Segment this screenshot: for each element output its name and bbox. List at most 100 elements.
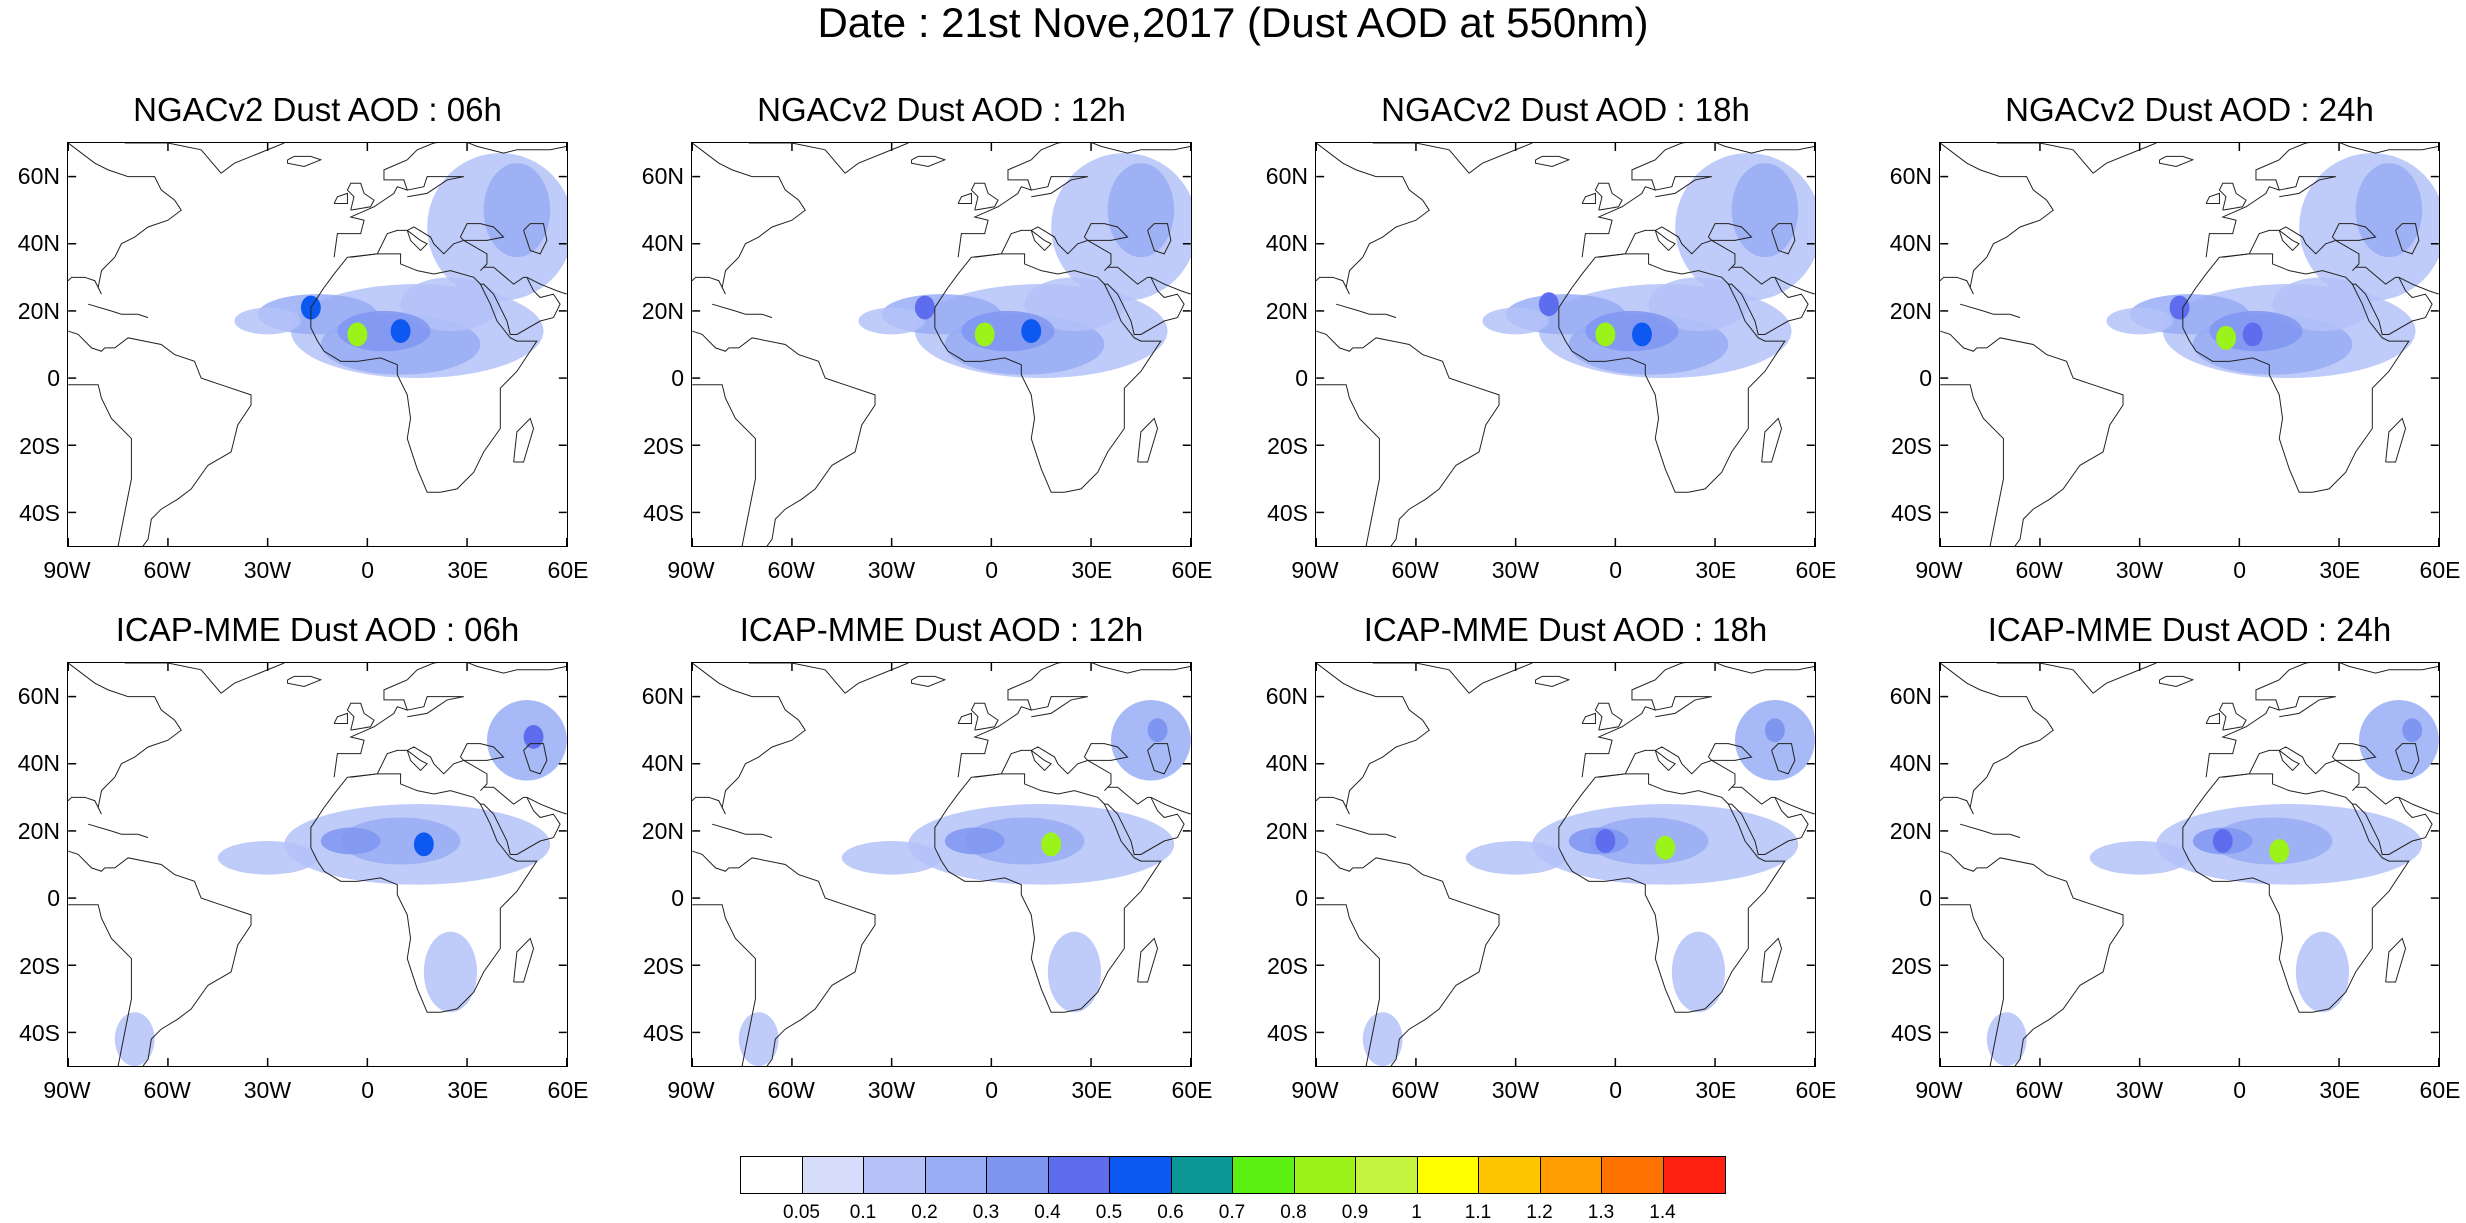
dust-aod-map bbox=[692, 143, 1191, 546]
coastline bbox=[2352, 786, 2433, 855]
coastline bbox=[526, 796, 567, 815]
y-tick-label: 0 bbox=[1919, 365, 1932, 392]
coastline bbox=[2205, 663, 2439, 778]
coastline bbox=[333, 143, 567, 258]
dust-hotspot bbox=[2242, 322, 2263, 347]
x-tick-label: 30E bbox=[1071, 557, 1113, 583]
dust-plume bbox=[1731, 163, 1799, 258]
x-tick-label: 90W bbox=[1915, 557, 1963, 583]
x-tick-label: 60E bbox=[547, 1077, 589, 1103]
coastline bbox=[1655, 696, 1712, 718]
coastline bbox=[2395, 743, 2420, 775]
y-tick-label: 20N bbox=[1265, 817, 1308, 844]
coastline bbox=[970, 702, 999, 731]
coastline bbox=[2385, 417, 2407, 463]
y-tick-label: 40N bbox=[1889, 750, 1932, 777]
x-tick-label: 30E bbox=[447, 557, 489, 583]
dust-hotspot bbox=[1147, 718, 1168, 743]
y-tick-label: 0 bbox=[47, 885, 60, 912]
y-tick-label: 40S bbox=[643, 1020, 684, 1047]
coastline bbox=[1558, 773, 1786, 1013]
x-tick-label: 60W bbox=[1391, 557, 1439, 583]
y-tick-label: 20S bbox=[643, 432, 684, 459]
coastline bbox=[957, 712, 972, 724]
x-tick-label: 30E bbox=[447, 1077, 489, 1103]
panel-title: NGACv2 Dust AOD : 12h bbox=[757, 91, 1126, 128]
x-tick-label: 30E bbox=[2319, 1077, 2361, 1103]
y-tick-label: 40N bbox=[17, 230, 60, 257]
coastline bbox=[310, 773, 538, 1013]
x-tick-label: 90W bbox=[1291, 557, 1339, 583]
y-tick-label: 20N bbox=[641, 817, 684, 844]
coastline bbox=[2352, 266, 2433, 335]
dust-plume bbox=[234, 307, 301, 335]
y-tick-label: 20S bbox=[1891, 432, 1932, 459]
dust-aod-map bbox=[692, 663, 1191, 1066]
x-tick-label: 30W bbox=[243, 1077, 292, 1103]
dust-hotspot bbox=[390, 319, 411, 344]
x-tick-label: 0 bbox=[1609, 1077, 1622, 1103]
dust-hotspot bbox=[2216, 325, 2237, 350]
dust-hotspot bbox=[2402, 718, 2423, 743]
x-tick-label: 60W bbox=[143, 1077, 191, 1103]
x-tick-label: 60E bbox=[547, 557, 589, 583]
coastline bbox=[459, 223, 505, 241]
coastline bbox=[2205, 143, 2439, 258]
panel-title: ICAP-MME Dust AOD : 18h bbox=[1363, 611, 1768, 648]
dust-plume bbox=[2355, 163, 2423, 258]
dust-aod-map bbox=[68, 143, 567, 546]
coastline bbox=[1761, 937, 1783, 983]
coastline bbox=[68, 850, 252, 1066]
x-tick-label: 0 bbox=[2233, 1077, 2246, 1103]
coastline bbox=[2182, 773, 2410, 1013]
map-panel: NGACv2 Dust AOD : 18h 60N 40N 20N 0 20S 40S 90W… bbox=[1248, 92, 1837, 622]
x-tick-label: 60W bbox=[767, 1077, 815, 1103]
coastline bbox=[692, 330, 876, 546]
dust-hotspot bbox=[1764, 718, 1785, 743]
colorbar-label: 0.7 bbox=[1218, 1202, 1246, 1223]
coastline bbox=[1707, 743, 1753, 761]
colorbar-box bbox=[741, 1157, 803, 1193]
coastline bbox=[2385, 937, 2407, 983]
dust-hotspot bbox=[1538, 292, 1559, 317]
coastline bbox=[1996, 663, 2157, 694]
map-panel: NGACv2 Dust AOD : 06h 60N 40N 20N 0 20S 40S 90W… bbox=[0, 92, 589, 622]
y-tick-label: 20N bbox=[17, 297, 60, 324]
coastline bbox=[1761, 417, 1783, 463]
coastline bbox=[692, 850, 876, 1066]
coastline bbox=[1940, 143, 2054, 295]
coastline bbox=[523, 223, 548, 255]
colorbar-box bbox=[925, 1157, 987, 1193]
dust-plume bbox=[944, 827, 1005, 855]
coastline bbox=[526, 276, 567, 295]
coastline bbox=[287, 155, 323, 168]
coastline bbox=[1558, 253, 1786, 493]
y-tick-label: 60N bbox=[641, 162, 684, 189]
coastline bbox=[748, 663, 909, 694]
y-tick-label: 0 bbox=[47, 365, 60, 392]
y-tick-label: 40S bbox=[643, 500, 684, 527]
coastline bbox=[1316, 663, 1430, 815]
coastline bbox=[2398, 276, 2439, 295]
dust-aod-map bbox=[68, 663, 567, 1066]
dust-plume bbox=[483, 163, 551, 258]
map-panel: ICAP-MME Dust AOD : 12h 60N 40N 20N 0 20S 40S 9… bbox=[624, 612, 1213, 1142]
map-panel: NGACv2 Dust AOD : 24h 60N 40N 20N 0 20S 40S 90W… bbox=[1872, 92, 2461, 622]
colorbar-label: 1.1 bbox=[1464, 1202, 1492, 1223]
x-tick-label: 30W bbox=[1491, 1077, 1540, 1103]
y-tick-label: 60N bbox=[1265, 682, 1308, 709]
coastline bbox=[1940, 330, 2124, 546]
coastline bbox=[1774, 796, 1815, 815]
y-tick-label: 20N bbox=[641, 297, 684, 324]
coastline bbox=[2331, 223, 2377, 241]
coastline bbox=[2159, 155, 2195, 168]
y-tick-label: 20S bbox=[1267, 952, 1308, 979]
y-tick-label: 40N bbox=[17, 750, 60, 777]
x-tick-label: 60E bbox=[2419, 1077, 2461, 1103]
map-frame bbox=[1315, 662, 1816, 1067]
x-tick-label: 0 bbox=[2233, 557, 2246, 583]
y-tick-label: 40N bbox=[1889, 230, 1932, 257]
colorbar bbox=[740, 1156, 1726, 1194]
coastline bbox=[2159, 675, 2195, 688]
colorbar-box bbox=[1048, 1157, 1110, 1193]
